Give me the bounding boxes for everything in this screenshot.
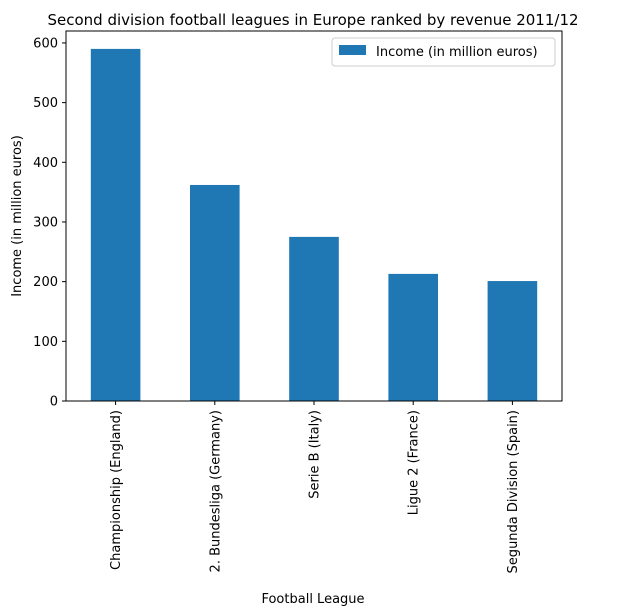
bar: [90, 48, 141, 401]
plot-area: 0 100 200 300 400 500 600 Championship (Englan…: [33, 30, 563, 573]
y-tick-label: 300: [33, 215, 58, 230]
y-axis: 0 100 200 300 400 500 600: [33, 36, 66, 410]
x-tick-label: Championship (England): [109, 410, 124, 570]
y-tick-label: 100: [33, 335, 58, 350]
chart-title: Second division football leagues in Euro…: [47, 11, 578, 29]
x-tick-label: Ligue 2 (France): [407, 410, 422, 515]
y-tick-label: 400: [33, 156, 58, 171]
x-tick-label: Segunda Division (Spain): [506, 410, 521, 573]
bar: [388, 273, 438, 401]
plot-border: [65, 30, 563, 402]
y-axis-label: Income (in million euros): [10, 135, 25, 297]
y-tick-label: 0: [50, 395, 58, 410]
x-axis-label: Football League: [261, 592, 364, 607]
legend: Income (in million euros): [331, 37, 556, 67]
x-tick-label: 2. Bundesliga (Germany): [208, 410, 223, 572]
legend-swatch: [339, 45, 366, 55]
y-tick-label: 500: [33, 96, 58, 111]
legend-label: Income (in million euros): [376, 45, 538, 60]
bar: [487, 281, 538, 401]
y-tick-label: 200: [33, 275, 58, 290]
legend-box: [331, 37, 556, 67]
bar: [190, 184, 240, 401]
x-tick-label: Serie B (Italy): [308, 410, 323, 499]
bar: [289, 236, 339, 401]
bars: [90, 48, 538, 401]
y-tick-label: 600: [33, 36, 58, 51]
x-axis: Championship (England) 2. Bundesliga (Ger…: [109, 401, 521, 573]
